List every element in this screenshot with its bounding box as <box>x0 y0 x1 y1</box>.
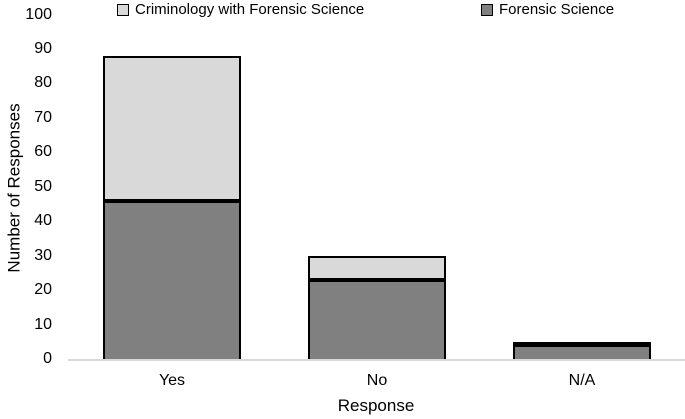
x-axis-title: Response <box>337 396 415 415</box>
y-tick-label-10: 10 <box>34 315 52 333</box>
y-tick-label-80: 80 <box>34 74 52 92</box>
y-tick-label-60: 60 <box>34 143 52 161</box>
y-tick-label-100: 100 <box>25 5 52 23</box>
bar-segment-forensic-science-no <box>308 279 446 359</box>
bar-segment-criminology-with-forensic-science-no <box>308 255 446 280</box>
y-tick-label-30: 30 <box>34 246 52 264</box>
legend-item-forensic: Forensic Science <box>481 0 614 19</box>
bar-segment-forensic-science-yes <box>103 200 241 359</box>
y-tick-label-50: 50 <box>34 177 52 195</box>
legend-item-criminology: Criminology with Forensic Science <box>117 0 364 19</box>
legend-label-forensic: Forensic Science <box>499 1 615 18</box>
bar-segment-criminology-with-forensic-science-yes <box>103 55 241 201</box>
x-axis-line <box>68 358 685 361</box>
legend-swatch-forensic-icon <box>481 3 493 16</box>
y-tick-label-40: 40 <box>34 212 52 230</box>
y-tick-label-70: 70 <box>34 108 52 126</box>
y-tick-label-90: 90 <box>34 39 52 57</box>
bar-segment-criminology-with-forensic-science-n-a <box>513 341 651 346</box>
x-category-label-n-a: N/A <box>568 372 596 389</box>
legend-swatch-criminology-icon <box>117 3 129 16</box>
x-category-label-yes: Yes <box>158 372 186 389</box>
bar-segment-forensic-science-n-a <box>513 345 651 359</box>
y-tick-label-0: 0 <box>43 350 52 367</box>
x-category-label-no: No <box>366 372 388 389</box>
legend-label-criminology: Criminology with Forensic Science <box>135 1 365 18</box>
y-tick-label-20: 20 <box>34 281 52 299</box>
